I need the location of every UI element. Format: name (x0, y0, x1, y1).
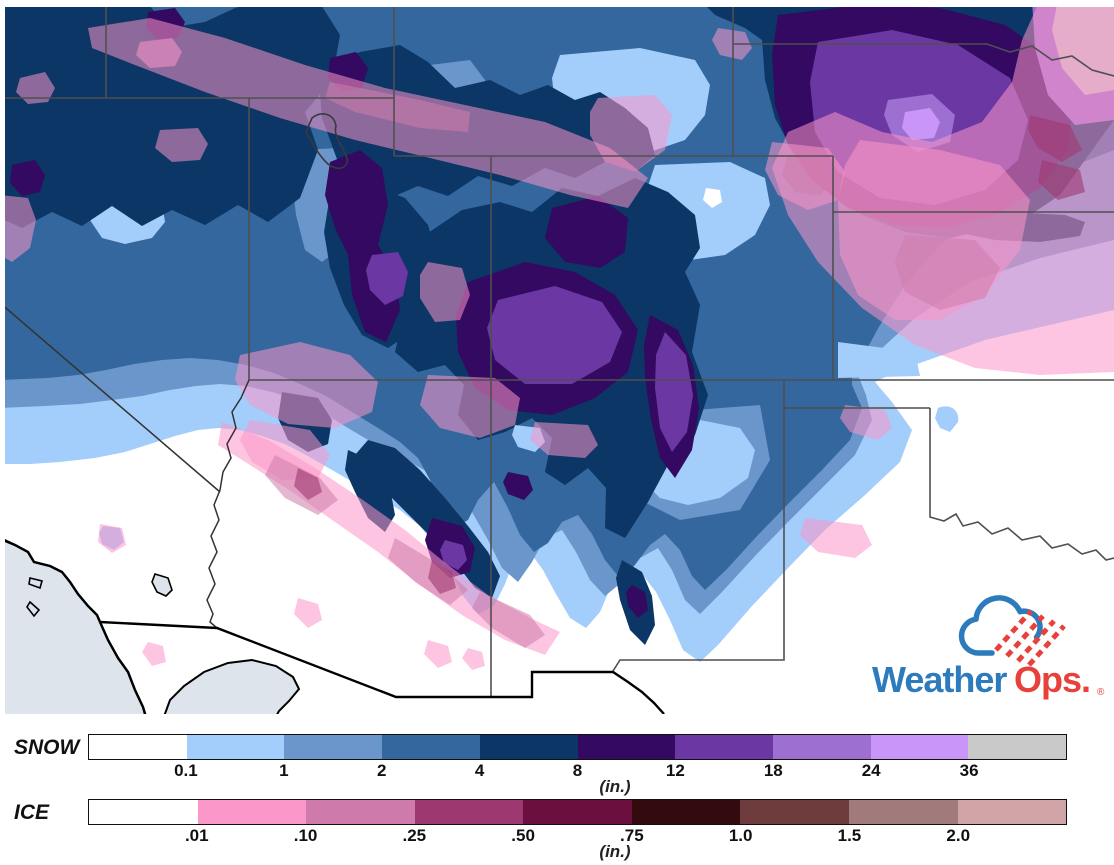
ice-legend-label: ICE (14, 801, 50, 824)
channel-islands (26, 577, 43, 618)
cloud-icon (958, 595, 1066, 667)
lakes (151, 113, 348, 597)
ice-scale-ticks: .01 .10 .25 .50 .75 1.0 1.5 2.0 (88, 826, 1067, 846)
legend-tick-label: 8 (572, 761, 583, 780)
snow-unit-label: (in.) (599, 777, 631, 796)
map-margin-top (0, 0, 1114, 7)
legend-tick-label: 2 (376, 761, 387, 780)
legend-segment (89, 800, 198, 824)
international-borders (0, 537, 665, 721)
logo-registered-mark: ® (1097, 687, 1105, 698)
legend-tick-label: 36 (959, 761, 979, 780)
snow-scale-ticks: 0.1 1 2 4 8 12 18 24 36 (88, 761, 1067, 781)
map-margin-bottom (0, 714, 1114, 722)
great-salt-lake (305, 113, 348, 170)
legend-segment (675, 735, 773, 759)
weatherops-logo: Weather Ops. ® (858, 588, 1114, 704)
legend-tick-label: 24 (861, 761, 881, 780)
logo-text-ops: Ops. (1014, 659, 1090, 700)
legend-tick-label: 4 (474, 761, 485, 780)
legend-tick-label: .50 (511, 826, 535, 845)
river-borders (0, 302, 250, 629)
legend-segment (968, 735, 1067, 759)
legend-segment (414, 800, 524, 824)
legend-segment (772, 735, 871, 759)
ice-color-scale (88, 799, 1067, 825)
legend-segment (957, 800, 1067, 824)
legend-tick-label: 0.1 (174, 761, 198, 780)
legend-tick-label: 18 (763, 761, 783, 780)
legend-segment (306, 800, 415, 824)
legend-tick-label: 1 (279, 761, 289, 780)
legend-segment (197, 800, 307, 824)
colorado-river-border (206, 379, 250, 629)
legend-tick-label: 1.0 (728, 826, 753, 845)
ice-legend: ICE .01 .10 .25 .50 .75 1.0 1.5 2.0 (in.) (0, 799, 1114, 864)
gulf-of-california (160, 658, 301, 722)
map-margin-left (0, 0, 5, 722)
legend-tick-label: .25 (402, 826, 427, 845)
legend-tick-label: 2.0 (946, 826, 971, 845)
state-borders (0, 0, 1114, 697)
ice-overlay (0, 0, 1114, 670)
legend-segment (89, 735, 187, 759)
snow-legend-label: SNOW (14, 736, 80, 759)
legend-segment (848, 800, 958, 824)
pacific-ocean-shape (0, 536, 149, 722)
legend-segment (631, 800, 741, 824)
coastline (0, 537, 149, 721)
mexico-border (99, 620, 665, 715)
legend-area: SNOW 0.1 1 2 4 8 12 18 24 36 (in.) ICE .01.10.25… (0, 722, 1114, 865)
legend-tick-label: .75 (620, 826, 644, 845)
forecast-map: Weather Ops. ® (0, 0, 1114, 722)
legend-segment (479, 735, 578, 759)
legend-segment (577, 735, 676, 759)
legend-tick-label: 12 (665, 761, 685, 780)
legend-segment (382, 735, 480, 759)
legend-tick-label: .01 (184, 826, 209, 845)
logo-text-weather: Weather (872, 659, 1007, 700)
map-canvas: Weather Ops. ® (0, 0, 1114, 722)
legend-segment (870, 735, 969, 759)
legend-segment (523, 800, 632, 824)
ice-unit-label: (in.) (599, 842, 631, 861)
legend-segment (740, 800, 849, 824)
legend-segment (186, 735, 285, 759)
legend-tick-label: 1.5 (837, 826, 862, 845)
legend-segment (284, 735, 383, 759)
salton-sea (151, 573, 173, 597)
california-nevada-border (0, 302, 221, 493)
snow-color-scale (88, 734, 1067, 760)
snow-legend: SNOW 0.1 1 2 4 8 12 18 24 36 (in.) (0, 734, 1114, 799)
legend-tick-label: .10 (293, 826, 318, 845)
